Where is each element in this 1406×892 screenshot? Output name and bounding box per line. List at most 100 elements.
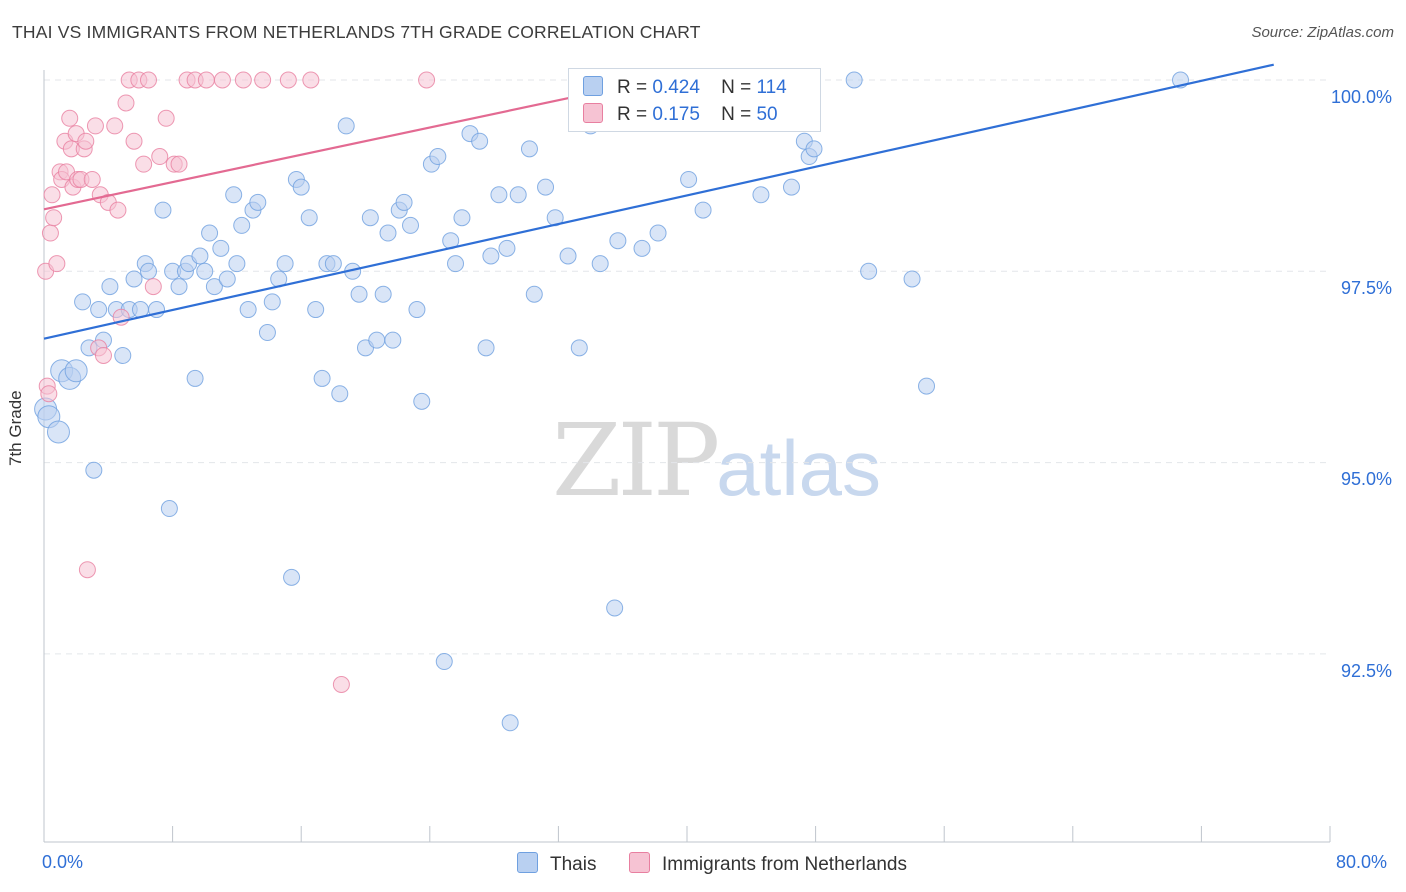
thais-swatch bbox=[517, 852, 538, 873]
netherlands-point bbox=[41, 224, 59, 242]
thais-point bbox=[276, 255, 294, 273]
y-tick-label: 97.5% bbox=[1340, 278, 1392, 298]
watermark-zip: ZIP bbox=[552, 402, 720, 519]
netherlands-swatch bbox=[583, 103, 603, 123]
thais-point bbox=[233, 216, 251, 234]
netherlands-point bbox=[302, 71, 320, 89]
thais-point bbox=[191, 247, 209, 265]
thais-point bbox=[694, 201, 712, 219]
netherlands-point bbox=[332, 676, 350, 694]
netherlands-point bbox=[61, 109, 79, 127]
netherlands-point bbox=[40, 385, 58, 403]
y-tick-label: 100.0% bbox=[1330, 87, 1392, 107]
thais-swatch bbox=[583, 76, 603, 96]
thais-point bbox=[490, 186, 508, 204]
thais-point bbox=[201, 224, 219, 242]
thais-point bbox=[313, 369, 331, 387]
netherlands-point bbox=[86, 117, 104, 135]
netherlands-point bbox=[279, 71, 297, 89]
n-label: N = bbox=[721, 104, 752, 125]
netherlands-point bbox=[78, 561, 96, 579]
thais-point bbox=[139, 262, 157, 280]
netherlands-point bbox=[157, 109, 175, 127]
thais-point bbox=[292, 178, 310, 196]
thais-point bbox=[114, 346, 132, 364]
thais-point bbox=[218, 270, 236, 288]
r-value: 0.175 bbox=[652, 104, 700, 125]
y-tick-label: 92.5% bbox=[1340, 661, 1392, 681]
netherlands-point bbox=[418, 71, 436, 89]
netherlands-point bbox=[94, 346, 112, 364]
thais-point bbox=[649, 224, 667, 242]
thais-point bbox=[633, 239, 651, 257]
thais-point bbox=[591, 255, 609, 273]
n-value: 114 bbox=[756, 77, 787, 98]
legend-item-thais[interactable]: Thais bbox=[517, 852, 596, 876]
thais-point bbox=[324, 255, 342, 273]
thais-point bbox=[331, 385, 349, 403]
netherlands-point bbox=[77, 132, 95, 150]
thais-point bbox=[498, 239, 516, 257]
thais-point bbox=[447, 255, 465, 273]
thais-point bbox=[501, 714, 519, 732]
netherlands-point bbox=[139, 71, 157, 89]
thais-point bbox=[606, 599, 624, 617]
thais-point bbox=[453, 209, 471, 227]
legend-row-netherlands: R = 0.175 N = 50 bbox=[583, 103, 778, 127]
y-tick-label: 95.0% bbox=[1340, 469, 1392, 489]
thais-point bbox=[249, 193, 267, 211]
y-axis-label: 7th Grade bbox=[6, 390, 25, 466]
r-value: 0.424 bbox=[652, 77, 700, 98]
netherlands-point bbox=[234, 71, 252, 89]
thais-point bbox=[805, 140, 823, 158]
netherlands-point bbox=[45, 209, 63, 227]
legend-label: Thais bbox=[550, 854, 597, 875]
netherlands-trend-line bbox=[43, 95, 575, 211]
r-label: R = bbox=[617, 104, 648, 125]
thais-point bbox=[283, 568, 301, 586]
thais-point bbox=[860, 262, 878, 280]
netherlands-point bbox=[151, 148, 169, 166]
netherlands-point bbox=[144, 278, 162, 296]
n-label: N = bbox=[721, 77, 752, 98]
watermark: ZIPatlas bbox=[552, 402, 881, 519]
thais-point bbox=[263, 293, 281, 311]
thais-point bbox=[477, 339, 495, 357]
thais-point bbox=[413, 392, 431, 410]
netherlands-point bbox=[106, 117, 124, 135]
netherlands-point bbox=[197, 71, 215, 89]
r-label: R = bbox=[617, 77, 648, 98]
netherlands-swatch bbox=[629, 852, 650, 873]
netherlands-point bbox=[254, 71, 272, 89]
thais-point bbox=[520, 140, 538, 158]
thais-point bbox=[429, 148, 447, 166]
netherlands-point bbox=[135, 155, 153, 173]
thais-point bbox=[752, 186, 770, 204]
thais-point bbox=[782, 178, 800, 196]
thais-point bbox=[845, 71, 863, 89]
netherlands-point bbox=[43, 186, 61, 204]
netherlands-point bbox=[213, 71, 231, 89]
thais-point bbox=[525, 285, 543, 303]
thais-point bbox=[225, 186, 243, 204]
thais-point bbox=[395, 193, 413, 211]
netherlands-point bbox=[83, 170, 101, 188]
thais-point bbox=[402, 216, 420, 234]
thais-point bbox=[570, 339, 588, 357]
thais-point bbox=[154, 201, 172, 219]
thais-point bbox=[186, 369, 204, 387]
thais-point bbox=[307, 301, 325, 319]
thais-point bbox=[228, 255, 246, 273]
thais-point bbox=[374, 285, 392, 303]
legend-item-netherlands[interactable]: Immigrants from Netherlands bbox=[629, 852, 907, 876]
netherlands-point bbox=[170, 155, 188, 173]
thais-point bbox=[680, 170, 698, 188]
thais-point bbox=[300, 209, 318, 227]
thais-point bbox=[74, 293, 92, 311]
thais-point bbox=[160, 500, 178, 518]
thais-point bbox=[170, 278, 188, 296]
thais-point bbox=[64, 359, 88, 383]
thais-point bbox=[408, 301, 426, 319]
thais-point bbox=[482, 247, 500, 265]
